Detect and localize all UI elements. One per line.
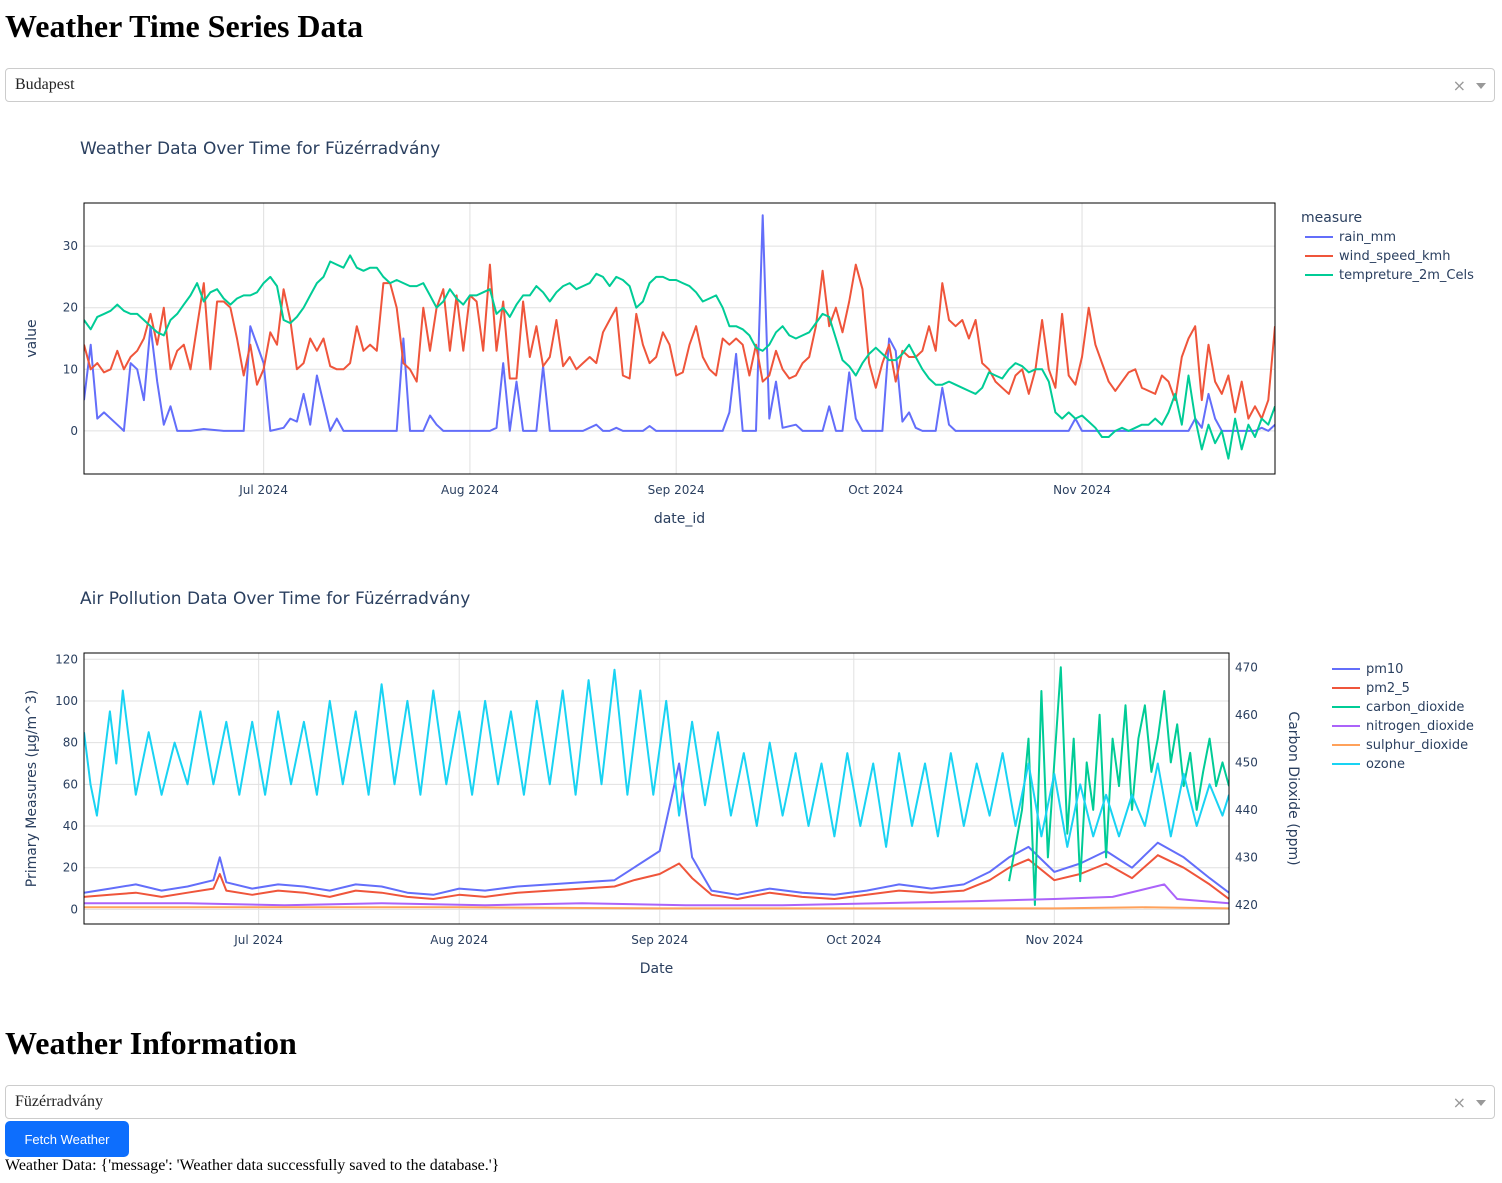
legend-entry: ozone [1366,757,1405,772]
page-title: Weather Time Series Data [5,8,364,44]
y-tick-label: 80 [63,736,78,750]
info-title: Weather Information [5,1025,297,1061]
series-line-tempreture-2m-Cels [84,254,1275,460]
location-dropdown-value: Füzérradvány [15,1093,103,1110]
plot-frame [83,202,1276,475]
y-tick-label: 0 [70,902,78,916]
y2-tick-label: 440 [1235,803,1258,817]
y2-axis-title: Carbon Dioxide (ppm) [1285,711,1301,865]
y-tick-label: 40 [63,819,78,833]
legend-entry: sulphur_dioxide [1366,738,1468,753]
y2-tick-label: 430 [1235,850,1258,864]
series-line-carbon-dioxide [1008,666,1229,906]
series-line-sulphur-dioxide [84,906,1229,910]
x-tick-label: Sep 2024 [631,933,688,947]
legend-entry: pm2_5 [1366,681,1410,696]
x-tick-label: Aug 2024 [430,933,488,947]
y-tick-label: 10 [63,362,78,376]
clear-icon[interactable]: × [1452,76,1466,95]
legend-entry: wind_speed_kmh [1339,249,1450,264]
chevron-down-icon[interactable] [1476,1100,1486,1106]
legend-entry: rain_mm [1339,230,1396,245]
series-line-pm2-5 [84,854,1229,900]
legend-entry: pm10 [1366,662,1403,677]
x-tick-label: Oct 2024 [848,483,903,497]
x-axis-title: Date [640,961,673,977]
y2-tick-label: 420 [1235,898,1258,912]
y-tick-label: 60 [63,777,78,791]
chevron-down-icon[interactable] [1476,83,1486,89]
y-tick-label: 0 [70,424,78,438]
legend-entry: tempreture_2m_Cels [1339,268,1474,283]
plot-area [84,666,1229,910]
y-tick-label: 20 [63,861,78,875]
weather-result: Weather Data: {'message': 'Weather data … [5,1157,499,1175]
y-tick-label: 30 [63,239,78,253]
weather-chart: Weather Data Over Time for Füzérradvány J… [24,139,1474,527]
series-line-rain-mm [84,214,1275,432]
plot-frame [83,652,1230,925]
plot-area [84,214,1275,460]
fetch-weather-button[interactable]: Fetch Weather [5,1121,129,1157]
y-tick-label: 20 [63,301,78,315]
x-tick-label: Jul 2024 [233,933,283,947]
x-tick-label: Sep 2024 [648,483,705,497]
legend-entry: carbon_dioxide [1366,700,1464,715]
result-message: {'message': 'Weather data successfully s… [100,1157,500,1174]
x-tick-label: Aug 2024 [441,483,499,497]
x-tick-label: Jul 2024 [238,483,288,497]
legend-entry: nitrogen_dioxide [1366,719,1474,734]
series-line-wind-speed-kmh [84,263,1275,420]
y-axis-title: Primary Measures (µg/m^3) [24,690,40,888]
x-tick-label: Oct 2024 [826,933,881,947]
y-tick-label: 120 [55,652,78,666]
city-dropdown[interactable]: Budapest × [5,68,1495,102]
y2-tick-label: 460 [1235,708,1258,722]
x-axis-title: date_id [654,511,705,527]
series-line-ozone [84,668,1229,848]
city-dropdown-value: Budapest [15,76,75,93]
chart-title: Weather Data Over Time for Füzérradvány [80,139,440,159]
pollution-chart: Air Pollution Data Over Time for Füzérra… [24,589,1474,977]
y-axis-title: value [24,319,40,357]
x-tick-label: Nov 2024 [1053,483,1111,497]
result-label: Weather Data: [5,1157,97,1174]
series-line-pm10 [84,762,1229,896]
location-dropdown[interactable]: Füzérradvány × [5,1085,1495,1119]
legend-title: measure [1301,210,1362,226]
x-tick-label: Nov 2024 [1025,933,1083,947]
series-line-nitrogen-dioxide [84,883,1229,907]
y2-tick-label: 450 [1235,755,1258,769]
y-tick-label: 100 [55,694,78,708]
clear-icon[interactable]: × [1452,1093,1466,1112]
chart-title: Air Pollution Data Over Time for Füzérra… [80,589,470,609]
y2-tick-label: 470 [1235,660,1258,674]
